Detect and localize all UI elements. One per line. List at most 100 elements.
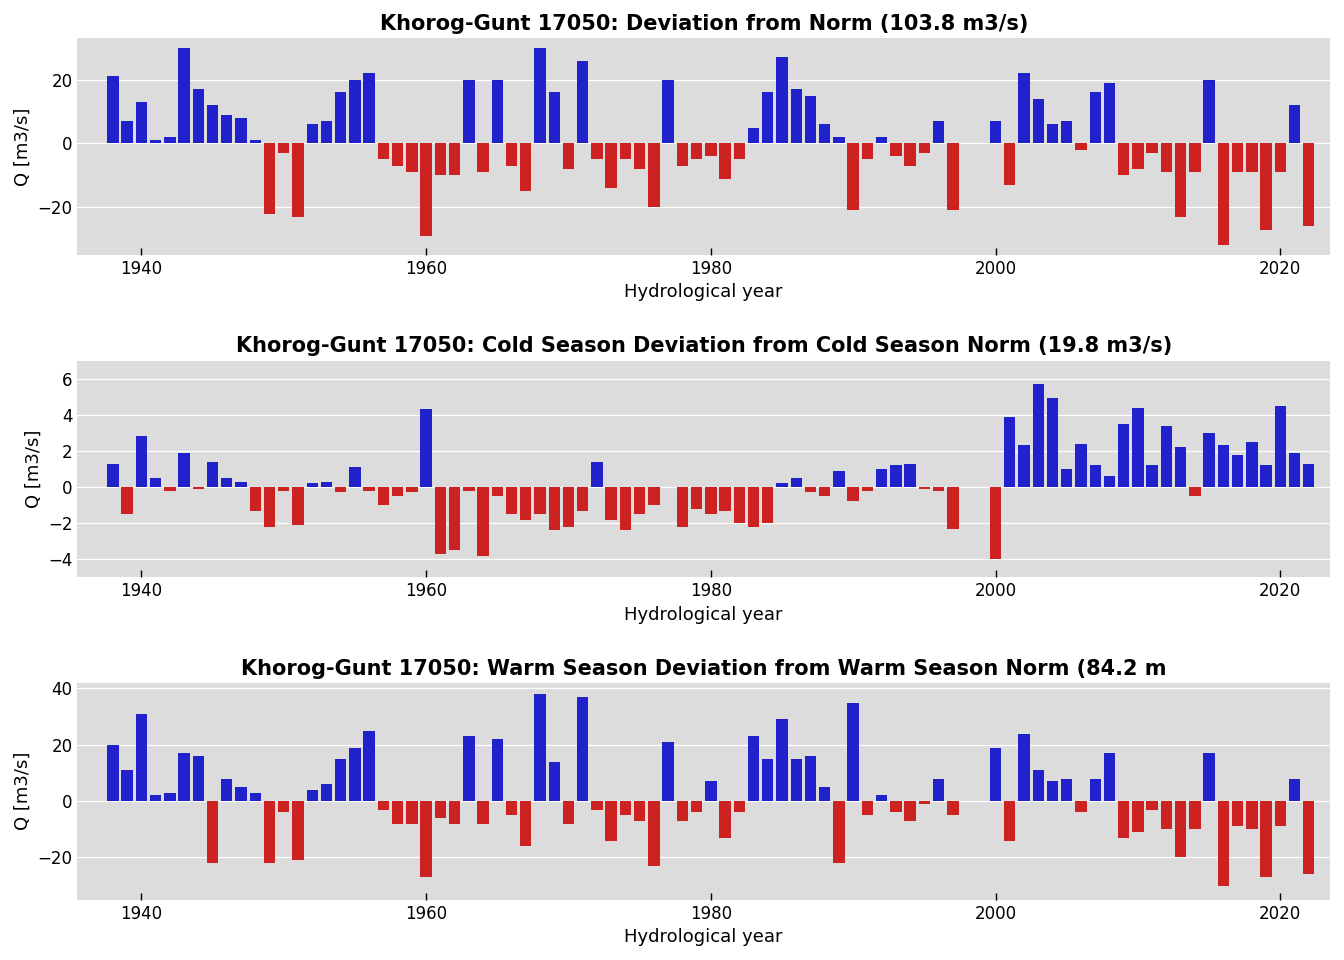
Bar xyxy=(1118,802,1129,838)
Bar xyxy=(1246,802,1258,829)
Bar xyxy=(378,487,388,505)
Bar xyxy=(179,754,190,802)
Bar xyxy=(235,482,247,487)
Bar xyxy=(1175,802,1187,857)
Bar xyxy=(136,437,146,487)
Bar xyxy=(464,736,474,802)
Bar xyxy=(691,487,703,509)
Bar xyxy=(818,787,831,802)
Bar xyxy=(136,714,146,802)
Bar xyxy=(1019,445,1030,487)
Bar xyxy=(434,487,446,554)
Bar xyxy=(862,487,874,491)
Bar xyxy=(1032,770,1044,802)
Bar xyxy=(235,787,247,802)
Bar xyxy=(676,143,688,166)
Bar xyxy=(1090,92,1101,143)
Bar xyxy=(634,802,645,821)
Bar xyxy=(321,784,332,802)
Bar xyxy=(762,487,773,523)
Bar xyxy=(207,462,218,487)
Bar xyxy=(620,487,632,530)
Bar xyxy=(1004,143,1016,185)
Bar xyxy=(505,143,517,166)
Bar xyxy=(706,487,716,515)
Bar xyxy=(278,802,289,812)
Bar xyxy=(278,487,289,491)
Bar xyxy=(306,125,319,143)
Bar xyxy=(1004,802,1016,841)
Bar xyxy=(151,796,161,802)
Bar xyxy=(207,106,218,143)
Bar xyxy=(663,80,673,143)
Bar xyxy=(1075,802,1087,812)
Bar xyxy=(434,143,446,176)
Bar xyxy=(591,143,602,159)
Bar xyxy=(1060,779,1073,802)
Bar xyxy=(1004,417,1016,487)
Bar xyxy=(563,487,574,527)
Bar xyxy=(477,143,489,172)
Bar xyxy=(292,143,304,217)
Bar xyxy=(1289,779,1300,802)
Bar xyxy=(919,143,930,153)
Bar xyxy=(1261,143,1271,229)
Bar xyxy=(1118,423,1129,487)
Y-axis label: Q [m3/s]: Q [m3/s] xyxy=(13,752,32,830)
Bar xyxy=(1232,143,1243,172)
Bar xyxy=(1146,802,1157,809)
Bar xyxy=(1274,802,1286,827)
Bar xyxy=(164,487,176,491)
Bar xyxy=(762,759,773,802)
Bar xyxy=(1218,445,1228,487)
Bar xyxy=(121,487,133,515)
Bar xyxy=(805,96,816,143)
Bar xyxy=(179,453,190,487)
Bar xyxy=(192,756,204,802)
Bar xyxy=(1090,466,1101,487)
Bar xyxy=(1189,143,1200,172)
Bar xyxy=(192,89,204,143)
Bar xyxy=(663,742,673,802)
Bar xyxy=(734,802,745,812)
Y-axis label: Q [m3/s]: Q [m3/s] xyxy=(24,430,43,508)
Bar xyxy=(263,802,276,863)
Bar xyxy=(378,802,388,809)
X-axis label: Hydrological year: Hydrological year xyxy=(625,283,784,301)
Bar xyxy=(734,143,745,159)
Bar xyxy=(1246,442,1258,487)
Bar xyxy=(406,143,418,172)
Bar xyxy=(1103,476,1116,487)
Bar xyxy=(1075,444,1087,487)
Bar xyxy=(563,143,574,169)
Bar xyxy=(306,484,319,487)
Bar xyxy=(933,487,945,491)
Bar xyxy=(222,115,233,143)
Bar xyxy=(577,487,589,511)
Bar xyxy=(890,143,902,156)
Bar xyxy=(1060,468,1073,487)
Bar xyxy=(747,736,759,802)
Bar xyxy=(449,143,460,176)
Bar xyxy=(905,143,915,166)
Bar xyxy=(818,125,831,143)
Bar xyxy=(719,802,731,838)
Bar xyxy=(591,802,602,809)
Bar xyxy=(676,487,688,527)
Bar xyxy=(862,802,874,815)
Bar xyxy=(1203,433,1215,487)
Bar xyxy=(1304,464,1314,487)
Bar xyxy=(1161,802,1172,829)
Bar xyxy=(392,143,403,166)
Bar xyxy=(1047,398,1058,487)
X-axis label: Hydrological year: Hydrological year xyxy=(625,606,784,624)
Bar xyxy=(278,143,289,153)
Bar xyxy=(363,73,375,143)
Bar xyxy=(919,487,930,489)
Bar xyxy=(321,121,332,143)
Bar xyxy=(535,694,546,802)
Bar xyxy=(790,89,802,143)
Bar xyxy=(292,802,304,860)
Bar xyxy=(991,487,1001,560)
X-axis label: Hydrological year: Hydrological year xyxy=(625,928,784,947)
